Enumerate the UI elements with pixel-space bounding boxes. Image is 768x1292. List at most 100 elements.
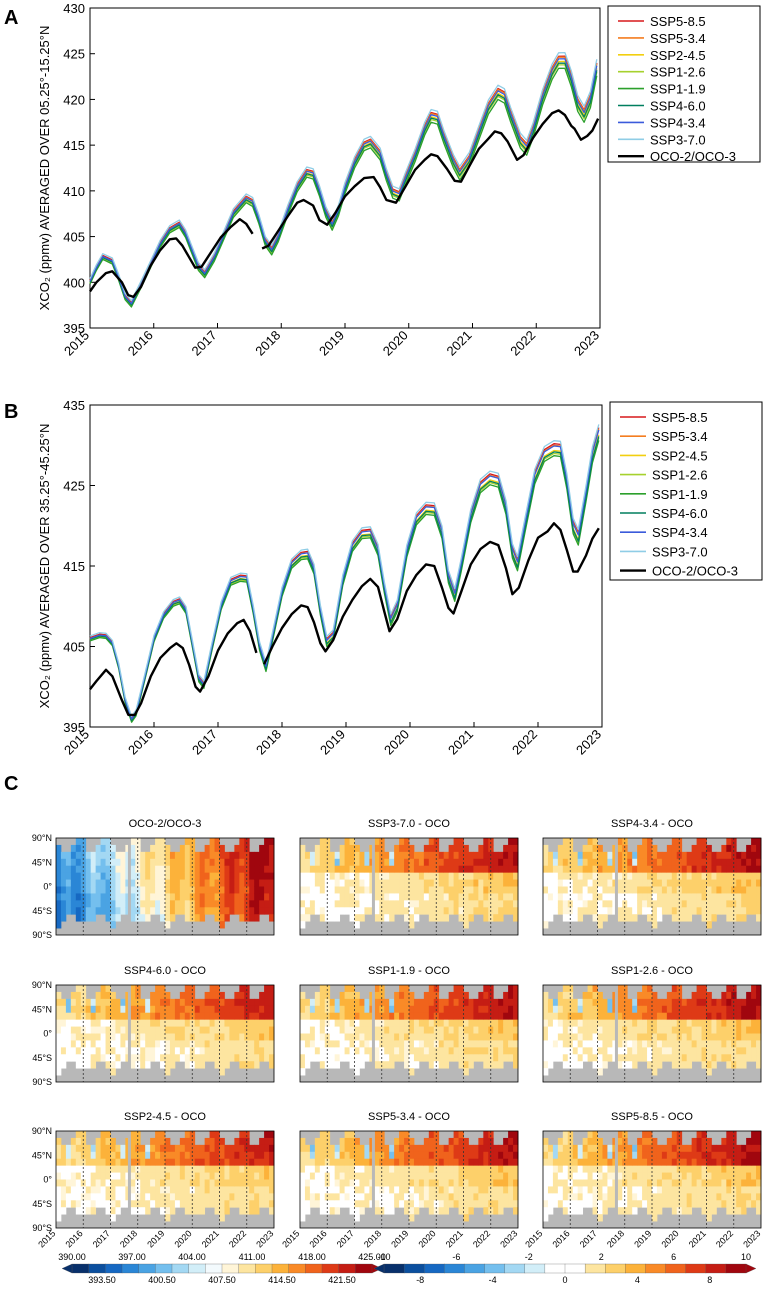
heatmap-cell bbox=[503, 1158, 509, 1167]
heatmap-cell bbox=[150, 1033, 156, 1041]
heatmap-cell bbox=[304, 907, 311, 915]
heatmap-cell bbox=[751, 1165, 757, 1173]
heatmap-cell bbox=[433, 1186, 440, 1194]
heatmap-cell bbox=[741, 1172, 747, 1180]
heatmap-cell bbox=[130, 838, 136, 846]
colorbar-cell bbox=[665, 1263, 687, 1274]
heatmap-cell bbox=[562, 1047, 569, 1055]
heatmap-cell bbox=[404, 1131, 410, 1139]
heatmap-cell bbox=[160, 1012, 166, 1021]
heatmap-cell bbox=[428, 985, 435, 993]
heatmap-cell bbox=[701, 1207, 707, 1215]
heatmap-cell bbox=[120, 858, 126, 867]
heatmap-cell bbox=[319, 838, 326, 846]
heatmap-cell bbox=[572, 865, 579, 874]
heatmap-cell bbox=[179, 1054, 186, 1062]
heatmap-cell bbox=[239, 1137, 245, 1146]
heatmap-cell bbox=[438, 907, 445, 915]
heatmap-cell bbox=[150, 844, 156, 853]
heatmap-cell bbox=[404, 1047, 410, 1055]
heatmap-cell bbox=[652, 1068, 658, 1076]
heatmap-cell bbox=[70, 1151, 77, 1160]
heatmap-cell bbox=[224, 1054, 230, 1062]
heatmap-cell bbox=[686, 1040, 693, 1048]
heatmap-cell bbox=[70, 900, 77, 908]
heatmap-cell bbox=[95, 844, 101, 853]
heatmap-cell bbox=[75, 1144, 82, 1153]
heatmap-cell bbox=[627, 1158, 633, 1167]
heatmap-cell bbox=[666, 844, 673, 853]
heatmap-cell bbox=[244, 1012, 250, 1021]
heatmap-cell bbox=[169, 1040, 176, 1048]
heatmap-cell bbox=[458, 851, 464, 860]
heatmap-cell bbox=[394, 1012, 400, 1021]
heatmap-cell bbox=[95, 1158, 101, 1167]
heatmap-cell bbox=[214, 1144, 220, 1153]
heatmap-cell bbox=[334, 914, 341, 922]
map-title: SSP2-4.5 - OCO bbox=[124, 1111, 206, 1123]
heatmap-cell bbox=[130, 1019, 136, 1027]
heatmap-cell bbox=[85, 1165, 92, 1173]
heatmap-cell bbox=[587, 985, 593, 993]
heatmap-cell bbox=[254, 1207, 260, 1215]
heatmap-cell bbox=[224, 907, 230, 915]
heatmap-cell bbox=[513, 1131, 519, 1139]
heatmap-cell bbox=[145, 1207, 151, 1215]
heatmap-cell bbox=[399, 1012, 405, 1021]
year-label: 2015 bbox=[523, 1228, 544, 1249]
heatmap-cell bbox=[359, 1207, 365, 1215]
heatmap-cell bbox=[120, 900, 126, 908]
heatmap-cell bbox=[686, 1151, 693, 1160]
heatmap-cell bbox=[671, 914, 678, 922]
heatmap-cell bbox=[70, 1186, 77, 1194]
heatmap-cell bbox=[56, 998, 62, 1007]
heatmap-cell bbox=[453, 851, 459, 860]
heatmap-cell bbox=[224, 1019, 230, 1027]
heatmap-cell bbox=[547, 1179, 554, 1187]
heatmap-cell bbox=[726, 886, 732, 894]
heatmap-cell bbox=[204, 851, 210, 860]
heatmap-cell bbox=[100, 1144, 106, 1153]
heatmap-cell bbox=[448, 1158, 454, 1167]
heatmap-cell bbox=[627, 1200, 633, 1208]
heatmap-cell bbox=[100, 985, 106, 993]
heatmap-cell bbox=[572, 1040, 579, 1048]
heatmap-cell bbox=[508, 1200, 514, 1208]
heatmap-cell bbox=[756, 1200, 762, 1208]
heatmap-cell bbox=[384, 998, 390, 1007]
heatmap-cell bbox=[756, 1026, 762, 1034]
heatmap-cell bbox=[552, 1186, 559, 1194]
heatmap-cell bbox=[671, 872, 678, 880]
heatmap-cell bbox=[483, 991, 489, 1000]
heatmap-cell bbox=[85, 872, 92, 880]
heatmap-cell bbox=[329, 865, 336, 874]
heatmap-cell bbox=[194, 900, 201, 908]
heatmap-cell bbox=[120, 1026, 126, 1034]
heatmap-cell bbox=[409, 1193, 415, 1201]
oco-observation-line bbox=[89, 217, 254, 299]
heatmap-cell bbox=[349, 1033, 355, 1041]
heatmap-cell bbox=[110, 1040, 116, 1048]
heatmap-cell bbox=[70, 907, 77, 915]
heatmap-cell bbox=[95, 1193, 101, 1201]
heatmap-cell bbox=[309, 1040, 316, 1048]
heatmap-cell bbox=[254, 1193, 260, 1201]
heatmap-cell bbox=[592, 1172, 598, 1180]
heatmap-cell bbox=[572, 1158, 579, 1167]
heatmap-cell bbox=[661, 893, 668, 901]
heatmap-cell bbox=[165, 907, 171, 915]
map-title: SSP5-8.5 - OCO bbox=[611, 1111, 693, 1123]
heatmap-cell bbox=[661, 998, 668, 1007]
heatmap-cell bbox=[160, 1005, 166, 1014]
heatmap-cell bbox=[409, 1054, 415, 1062]
heatmap-cell bbox=[513, 900, 519, 908]
heatmap-cell bbox=[384, 1054, 390, 1062]
heatmap-cell bbox=[741, 1144, 747, 1153]
heatmap-cell bbox=[721, 1012, 727, 1021]
heatmap-cell bbox=[736, 1186, 742, 1194]
heatmap-cell bbox=[165, 1026, 171, 1034]
heatmap-cell bbox=[150, 1158, 156, 1167]
heatmap-cell bbox=[637, 865, 643, 874]
heatmap-cell bbox=[627, 1144, 633, 1153]
heatmap-cell bbox=[676, 1158, 683, 1167]
